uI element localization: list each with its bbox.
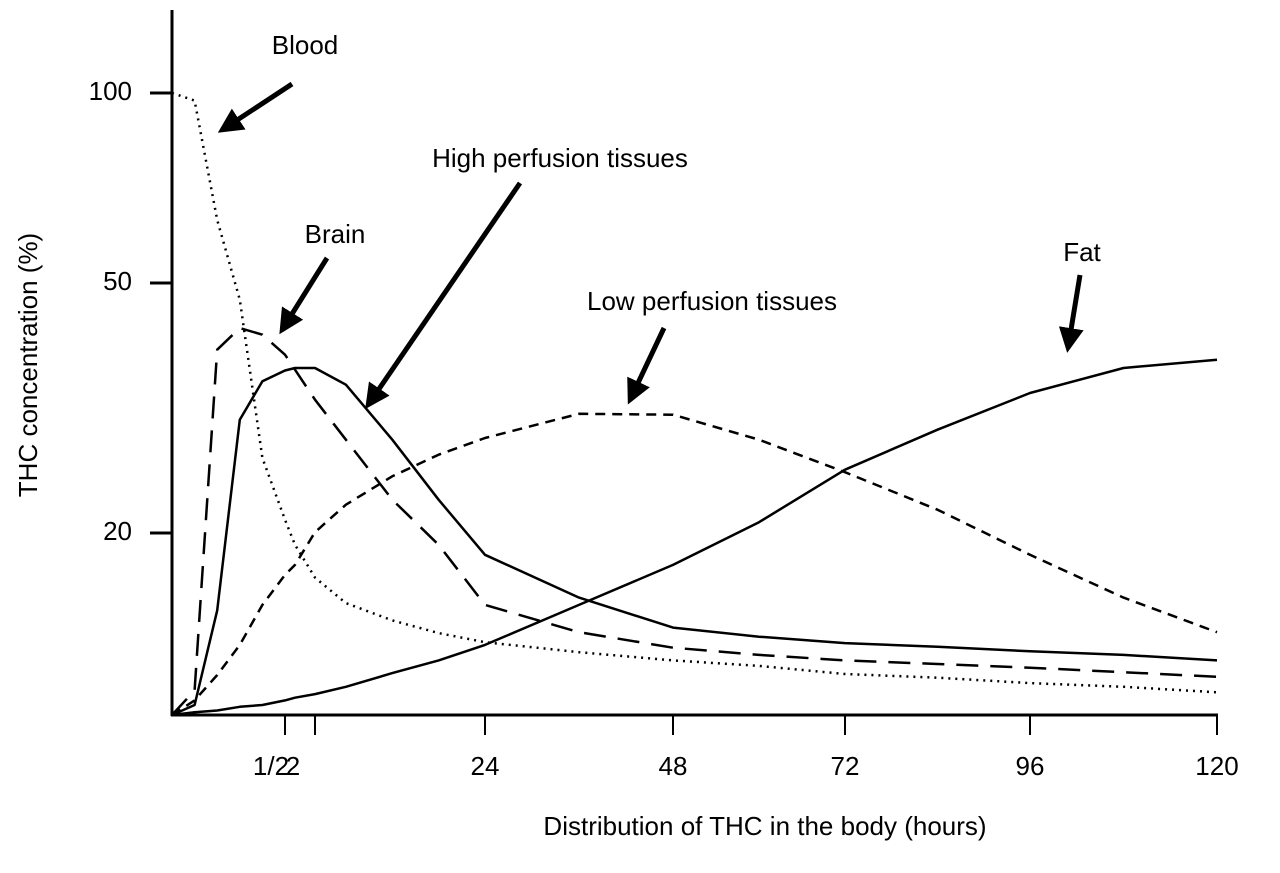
annotation: Fat xyxy=(1063,237,1101,267)
x-tick-label: 96 xyxy=(1016,751,1045,781)
y-tick-label: 100 xyxy=(89,76,132,106)
x-tick-label: 72 xyxy=(831,751,860,781)
annotation-arrow xyxy=(365,181,523,410)
series-line xyxy=(171,412,1218,717)
series-line xyxy=(171,326,1218,716)
annotation: Brain xyxy=(305,219,366,249)
annotation-arrow xyxy=(217,81,294,133)
y-tick-label: 20 xyxy=(103,516,132,546)
y-tick-label: 50 xyxy=(103,266,132,296)
annotation-arrow xyxy=(627,326,667,405)
series-line xyxy=(171,358,1218,717)
x-tick-label: 1/2 xyxy=(253,751,289,781)
series-line xyxy=(171,366,1218,717)
x-tick-label: 120 xyxy=(1195,751,1238,781)
annotation: Blood xyxy=(272,30,339,60)
annotation: High perfusion tissues xyxy=(432,143,688,173)
annotations: Blood Brain High perfusion tissues Low p… xyxy=(217,30,1102,410)
annotation: Low perfusion tissues xyxy=(587,286,837,316)
x-axis-label: Distribution of THC in the body (hours) xyxy=(543,811,986,841)
y-axis-label: THC concentration (%) xyxy=(13,233,43,497)
series-line xyxy=(171,91,1218,694)
x-tick-label: 2 xyxy=(286,751,300,781)
x-tick-label: 48 xyxy=(659,751,688,781)
x-tick-label: 24 xyxy=(471,751,500,781)
annotation-arrow xyxy=(279,256,330,335)
annotation-arrow xyxy=(1058,274,1084,353)
